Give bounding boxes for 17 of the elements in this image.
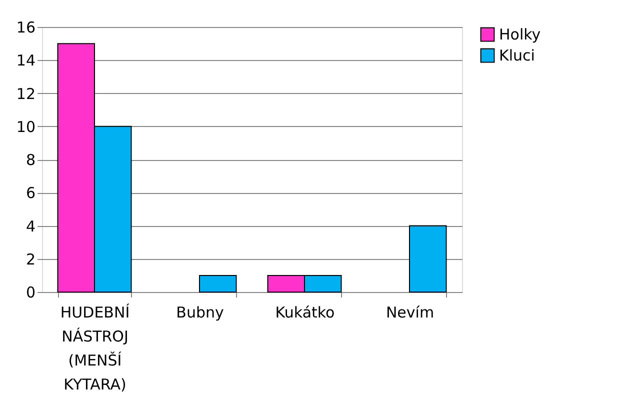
x-tick-label: HUDEBNÍ NÁSTROJ (MENŠÍ KYTARA)	[60, 304, 130, 394]
x-tick-label: Nevím	[386, 304, 434, 322]
y-tick-label: 4	[26, 217, 36, 236]
y-tick-label: 16	[16, 18, 36, 36]
x-tick-label: Bubny	[176, 304, 224, 322]
y-tick-label: 8	[26, 151, 36, 169]
y-tick-label: 10	[16, 118, 36, 136]
legend-label: Kluci	[499, 46, 535, 64]
y-tick-label: 0	[26, 284, 36, 302]
y-tick-label: 2	[26, 250, 36, 268]
bar	[199, 274, 237, 292]
y-tick-label: 6	[26, 184, 36, 202]
y-tick-label: 12	[16, 84, 36, 103]
y-tick-label: 14	[16, 52, 36, 70]
legend-label: Holky	[499, 26, 541, 44]
x-tick-label: Kukátko	[275, 304, 335, 322]
bar	[409, 225, 447, 292]
